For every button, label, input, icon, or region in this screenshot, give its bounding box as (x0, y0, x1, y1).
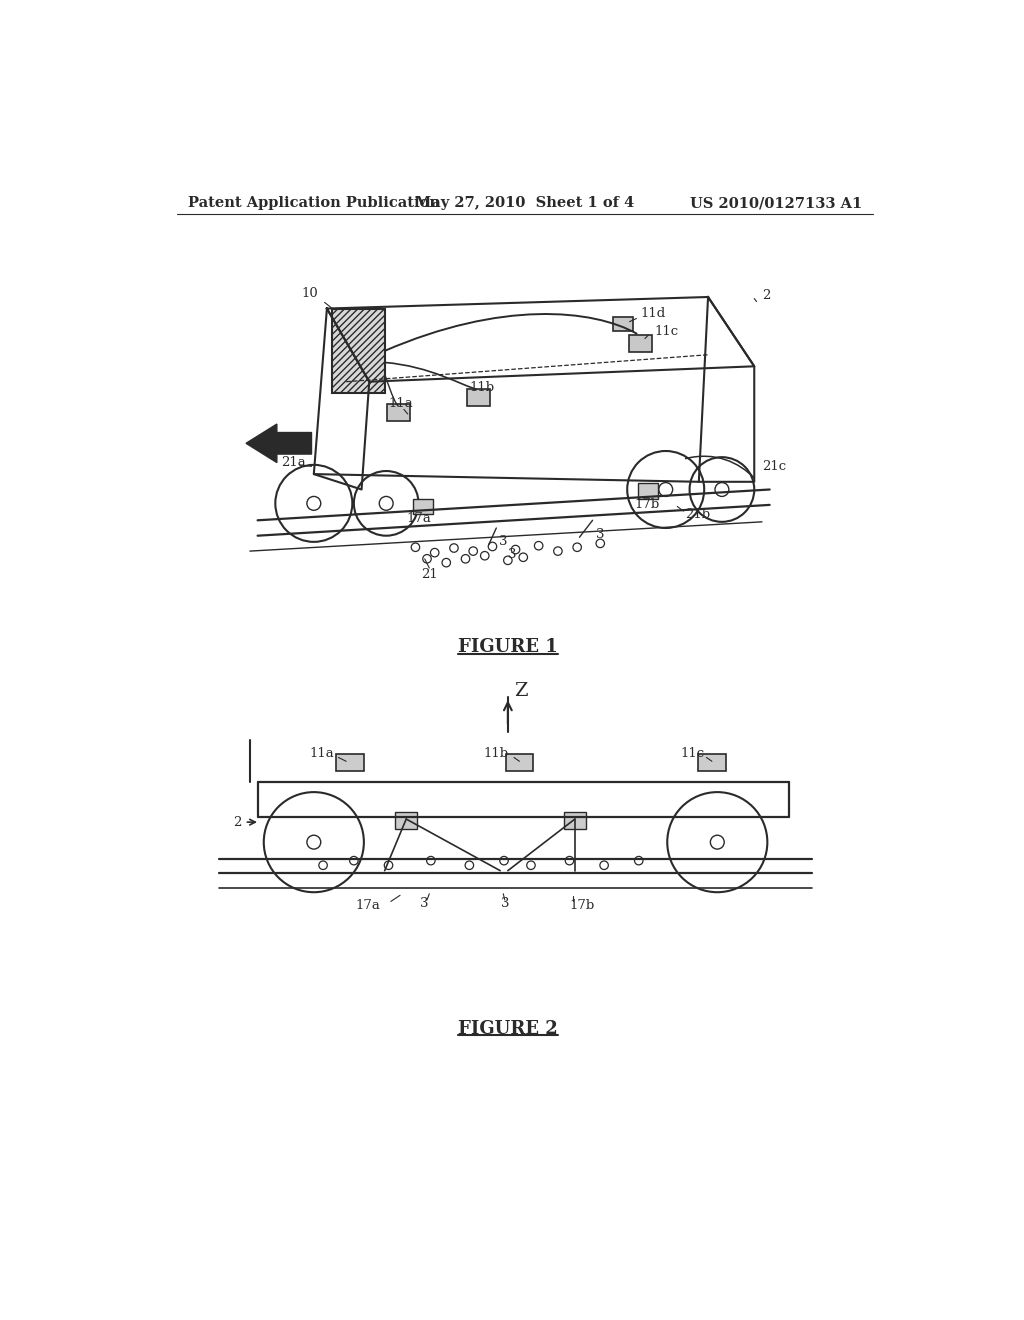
Bar (629, 335, 652, 351)
Text: 21b: 21b (685, 508, 710, 520)
Text: 2: 2 (762, 289, 770, 302)
Bar (613, 317, 634, 331)
Text: 11a: 11a (309, 747, 334, 760)
Text: 3: 3 (508, 548, 516, 561)
Text: 3: 3 (421, 898, 429, 911)
Bar (506, 754, 534, 771)
Text: 3: 3 (499, 536, 507, 548)
Text: 11b: 11b (483, 747, 509, 760)
Bar (698, 754, 726, 771)
Text: May 27, 2010  Sheet 1 of 4: May 27, 2010 Sheet 1 of 4 (415, 197, 635, 210)
Text: 10: 10 (301, 286, 318, 300)
Text: 11c: 11c (654, 325, 678, 338)
Polygon shape (564, 812, 586, 829)
Text: 2: 2 (233, 816, 242, 829)
Polygon shape (333, 309, 385, 393)
Text: FIGURE 1: FIGURE 1 (458, 639, 558, 656)
Polygon shape (413, 499, 433, 515)
Text: 3: 3 (502, 898, 510, 911)
Text: 17b: 17b (635, 499, 660, 511)
Bar (387, 404, 410, 421)
Text: 17a: 17a (407, 512, 431, 525)
Text: 11b: 11b (469, 381, 495, 395)
Text: 11d: 11d (640, 308, 666, 321)
FancyArrow shape (246, 424, 311, 462)
Text: 11c: 11c (681, 747, 705, 760)
Polygon shape (395, 812, 417, 829)
Text: 21c: 21c (762, 459, 786, 473)
Text: Patent Application Publication: Patent Application Publication (188, 197, 440, 210)
Bar (467, 388, 490, 405)
Text: FIGURE 2: FIGURE 2 (458, 1019, 558, 1038)
Text: US 2010/0127133 A1: US 2010/0127133 A1 (690, 197, 862, 210)
Bar (336, 754, 364, 771)
Text: 21a: 21a (281, 455, 305, 469)
Text: 21: 21 (421, 568, 437, 581)
Polygon shape (638, 483, 658, 499)
Text: 17b: 17b (569, 899, 595, 912)
Text: Z: Z (514, 682, 527, 700)
Text: 11a: 11a (388, 397, 414, 409)
Text: 3: 3 (596, 528, 605, 541)
Text: 17a: 17a (355, 899, 380, 912)
